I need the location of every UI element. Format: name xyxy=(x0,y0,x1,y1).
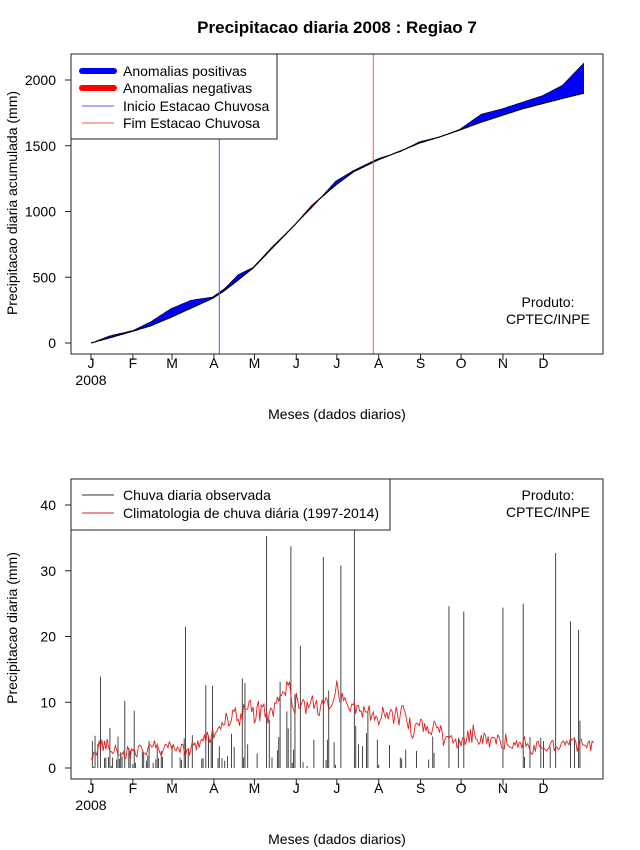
positive-anomaly-area-0 xyxy=(91,224,295,343)
top-month-label-4: M xyxy=(249,355,261,371)
top-y-tick-label-1000: 1000 xyxy=(25,204,56,220)
bottom-y-axis-label: Precipitacao diaria (mm) xyxy=(4,552,20,704)
top-x-axis-label: Meses (dados diarios) xyxy=(268,406,406,422)
top-month-label-0: J xyxy=(88,355,95,371)
top-product-label: Produto: xyxy=(522,294,575,310)
bottom-month-label-6: J xyxy=(333,780,340,796)
bottom-month-label-3: A xyxy=(209,780,219,796)
top-month-label-1: F xyxy=(129,355,138,371)
top-month-label-11: D xyxy=(538,355,548,371)
climatology-accumulated-line xyxy=(90,92,585,344)
legend-label-observed: Chuva diaria observada xyxy=(123,487,271,503)
bottom-month-label-11: D xyxy=(538,780,548,796)
positive-anomaly-area-2 xyxy=(319,154,393,200)
bottom-legend: Chuva diaria observada Climatologia de c… xyxy=(70,478,391,531)
bottom-month-label-7: A xyxy=(374,780,384,796)
legend-label-rainy-end: Fim Estacao Chuvosa xyxy=(123,115,260,131)
bottom-y-axis: 0 10 20 30 40 xyxy=(40,497,71,776)
legend-label-positive: Anomalias positivas xyxy=(123,63,247,79)
bottom-panel: 0 10 20 30 40 J F M A M J J A S O N D 2008 Precipitacao… xyxy=(4,478,604,847)
legend-label-rainy-start: Inicio Estacao Chuvosa xyxy=(123,98,270,114)
top-y-tick-label-1500: 1500 xyxy=(25,138,56,154)
top-month-label-3: A xyxy=(209,355,219,371)
top-month-label-6: J xyxy=(333,355,340,371)
bottom-plot-content xyxy=(90,524,594,768)
bottom-y-tick-label-30: 30 xyxy=(40,563,56,579)
bottom-legend-box xyxy=(70,478,391,531)
bottom-month-label-1: F xyxy=(129,780,138,796)
bottom-month-label-0: J xyxy=(88,780,95,796)
top-y-tick-label-2000: 2000 xyxy=(25,72,56,88)
top-month-label-8: S xyxy=(416,355,425,371)
bottom-product-label: Produto: xyxy=(522,487,575,503)
bottom-x-axis-label: Meses (dados diarios) xyxy=(268,831,406,847)
bottom-month-label-9: O xyxy=(456,780,467,796)
bottom-y-tick-label-40: 40 xyxy=(40,497,56,513)
top-month-label-9: O xyxy=(456,355,467,371)
bottom-y-tick-label-0: 0 xyxy=(48,760,56,776)
top-y-axis: 0 500 1000 1500 2000 xyxy=(25,72,71,351)
top-month-label-5: J xyxy=(293,355,300,371)
legend-label-climatology: Climatologia de chuva diária (1997-2014) xyxy=(123,505,379,521)
bottom-month-label-4: M xyxy=(249,780,261,796)
bottom-product-source: CPTEC/INPE xyxy=(506,504,590,520)
top-panel: 0 500 1000 1500 2000 J F M A M J J A S O N D 2008 Preci… xyxy=(4,53,604,422)
climatology-daily-line xyxy=(90,680,594,762)
bottom-y-tick-label-10: 10 xyxy=(40,694,56,710)
bottom-year-label: 2008 xyxy=(75,797,106,813)
top-month-label-2: M xyxy=(166,355,178,371)
top-year-label: 2008 xyxy=(75,372,106,388)
top-y-tick-label-500: 500 xyxy=(33,269,57,285)
top-y-tick-label-0: 0 xyxy=(48,335,56,351)
top-month-label-7: A xyxy=(374,355,384,371)
top-plot-content xyxy=(90,54,585,354)
bottom-y-tick-label-20: 20 xyxy=(40,629,56,645)
observed-accumulated-line xyxy=(90,62,585,344)
top-month-label-10: N xyxy=(498,355,508,371)
bottom-month-label-10: N xyxy=(498,780,508,796)
top-y-axis-label: Precipitacao diaria acumulada (mm) xyxy=(4,91,20,315)
bottom-month-label-2: M xyxy=(166,780,178,796)
positive-anomaly-area-4 xyxy=(405,62,584,149)
top-legend: Anomalias positivas Anomalias negativas … xyxy=(70,53,278,140)
legend-label-negative: Anomalias negativas xyxy=(123,80,252,96)
chart-title: Precipitacao diaria 2008 : Regiao 7 xyxy=(197,18,477,37)
top-product-source: CPTEC/INPE xyxy=(506,311,590,327)
bottom-month-label-8: S xyxy=(416,780,425,796)
bottom-month-label-5: J xyxy=(293,780,300,796)
